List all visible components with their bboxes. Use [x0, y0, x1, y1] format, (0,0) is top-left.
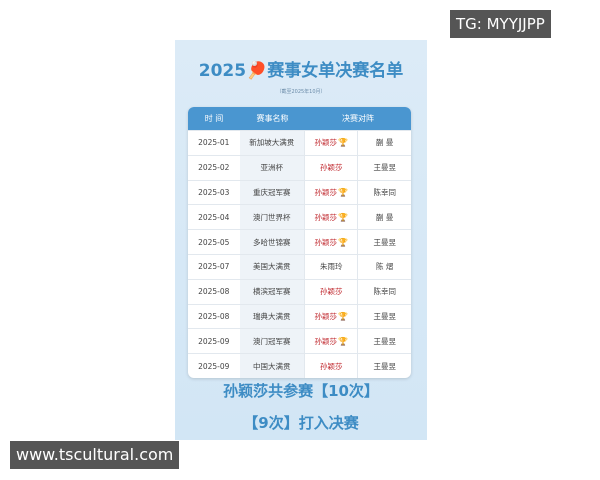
row-event: 重庆冠军赛 [239, 180, 304, 205]
row-player2: 王曼昱 [373, 163, 397, 173]
row-player2: 蒯 曼 [376, 212, 394, 222]
trophy-icon: 🏆 [337, 237, 348, 247]
row-player1: 孙颖莎 [303, 155, 359, 180]
row-player1: 孙颖莎 🏆 [303, 131, 359, 155]
page-title: 2025🏓赛事女单决赛名单 [175, 56, 427, 81]
trophy-icon: 🏆 [337, 311, 348, 321]
row-date: 2025-02 [198, 163, 230, 173]
row-event: 美国大满贯 [239, 254, 304, 279]
row-player1: 孙颖莎 🏆 [303, 304, 359, 329]
header-final: 决赛对阵 [342, 114, 374, 123]
player1-name: 孙颖莎 [319, 361, 343, 371]
row-player2: 陈幸同 [373, 187, 397, 197]
trophy-icon: 🏆 [337, 138, 348, 148]
row-date: 2025-03 [198, 187, 230, 197]
trophy-icon: 🏆 [337, 212, 348, 222]
table-row: 2025-05 多哈世锦赛 孙颖莎 🏆 王曼昱 [188, 229, 411, 254]
row-player1: 孙颖莎 🏆 [303, 205, 359, 230]
row-player1: 孙颖莎 🏆 [303, 180, 359, 205]
row-player2: 王曼昱 [373, 237, 397, 247]
row-player2: 王曼昱 [373, 361, 397, 371]
row-date: 2025-01 [198, 138, 230, 148]
row-date: 2025-08 [198, 287, 230, 297]
table-row: 2025-02 亚洲杯 孙颖莎 王曼昱 [188, 154, 411, 180]
row-player2: 陈 熠 [376, 262, 394, 272]
header-date: 时 间 [204, 114, 224, 123]
title-text: 赛事女单决赛名单 [267, 61, 404, 81]
row-event: 横滨冠军赛 [239, 279, 304, 304]
ping-pong-paddle-icon: 🏓 [246, 61, 268, 81]
player1-name: 孙颖莎 [314, 212, 337, 222]
row-player1: 朱雨玲 [303, 254, 359, 279]
table-row: 2025-09 中国大满贯 孙颖莎 王曼昱 [188, 353, 411, 378]
finals-table: 时 间 赛事名称 决赛对阵 2025-01 新加坡大满贯 孙颖莎 🏆 蒯 曼 202… [188, 107, 411, 378]
finals-card: 2025🏓赛事女单决赛名单 （截至2025年10月） 时 间 赛事名称 决赛对阵… [175, 40, 427, 440]
table-row: 2025-04 澳门世界杯 孙颖莎 🏆 蒯 曼 [188, 204, 411, 230]
row-event: 澳门世界杯 [239, 205, 304, 230]
footer-line-1: 孙颖莎共参赛【10次】 [223, 382, 379, 400]
trophy-icon: 🏆 [337, 336, 348, 346]
table-row: 2025-08 横滨冠军赛 孙颖莎 陈幸同 [188, 278, 411, 304]
player1-name: 朱雨玲 [319, 262, 343, 272]
player1-name: 孙颖莎 [319, 287, 343, 297]
watermark-top: TG: MYYJJPP [450, 10, 551, 38]
player1-name: 孙颖莎 [314, 237, 337, 247]
row-date: 2025-07 [198, 262, 230, 272]
row-date: 2025-09 [198, 336, 230, 346]
table-row: 2025-09 澳门冠军赛 孙颖莎 🏆 王曼昱 [188, 328, 411, 354]
row-event: 亚洲杯 [239, 155, 304, 180]
table-row: 2025-07 美国大满贯 朱雨玲 陈 熠 [188, 253, 411, 279]
subtitle: （截至2025年10月） [276, 89, 326, 95]
table-header: 时 间 赛事名称 决赛对阵 [188, 107, 411, 130]
row-date: 2025-04 [198, 212, 230, 222]
row-player2: 陈幸同 [373, 287, 397, 297]
row-event: 中国大满贯 [239, 354, 304, 378]
row-player2: 王曼昱 [373, 311, 397, 321]
player1-name: 孙颖莎 [314, 336, 337, 346]
player1-name: 孙颖莎 [314, 311, 337, 321]
table-row: 2025-03 重庆冠军赛 孙颖莎 🏆 陈幸同 [188, 179, 411, 205]
player1-name: 孙颖莎 [314, 187, 337, 197]
row-event: 多哈世锦赛 [239, 230, 304, 254]
row-player2: 王曼昱 [373, 336, 397, 346]
row-event: 新加坡大满贯 [239, 131, 304, 155]
row-date: 2025-05 [198, 237, 230, 247]
row-player1: 孙颖莎 [303, 354, 359, 378]
player1-name: 孙颖莎 [314, 138, 337, 148]
row-player1: 孙颖莎 [303, 279, 359, 304]
row-player1: 孙颖莎 🏆 [303, 329, 359, 354]
watermark-bottom: www.tscultural.com [10, 441, 180, 469]
header-event: 赛事名称 [256, 114, 289, 123]
title-year: 2025 [198, 61, 247, 81]
player1-name: 孙颖莎 [319, 163, 343, 173]
footer-line-2: 【9次】打入决赛 [243, 414, 359, 432]
table-row: 2025-08 瑞典大满贯 孙颖莎 🏆 王曼昱 [188, 303, 411, 329]
trophy-icon: 🏆 [337, 187, 348, 197]
row-event: 瑞典大满贯 [239, 304, 304, 329]
row-player2: 蒯 曼 [376, 138, 394, 148]
row-date: 2025-09 [198, 361, 230, 371]
table-row: 2025-01 新加坡大满贯 孙颖莎 🏆 蒯 曼 [188, 130, 411, 155]
row-player1: 孙颖莎 🏆 [303, 230, 359, 254]
row-date: 2025-08 [198, 311, 230, 321]
row-event: 澳门冠军赛 [239, 329, 304, 354]
